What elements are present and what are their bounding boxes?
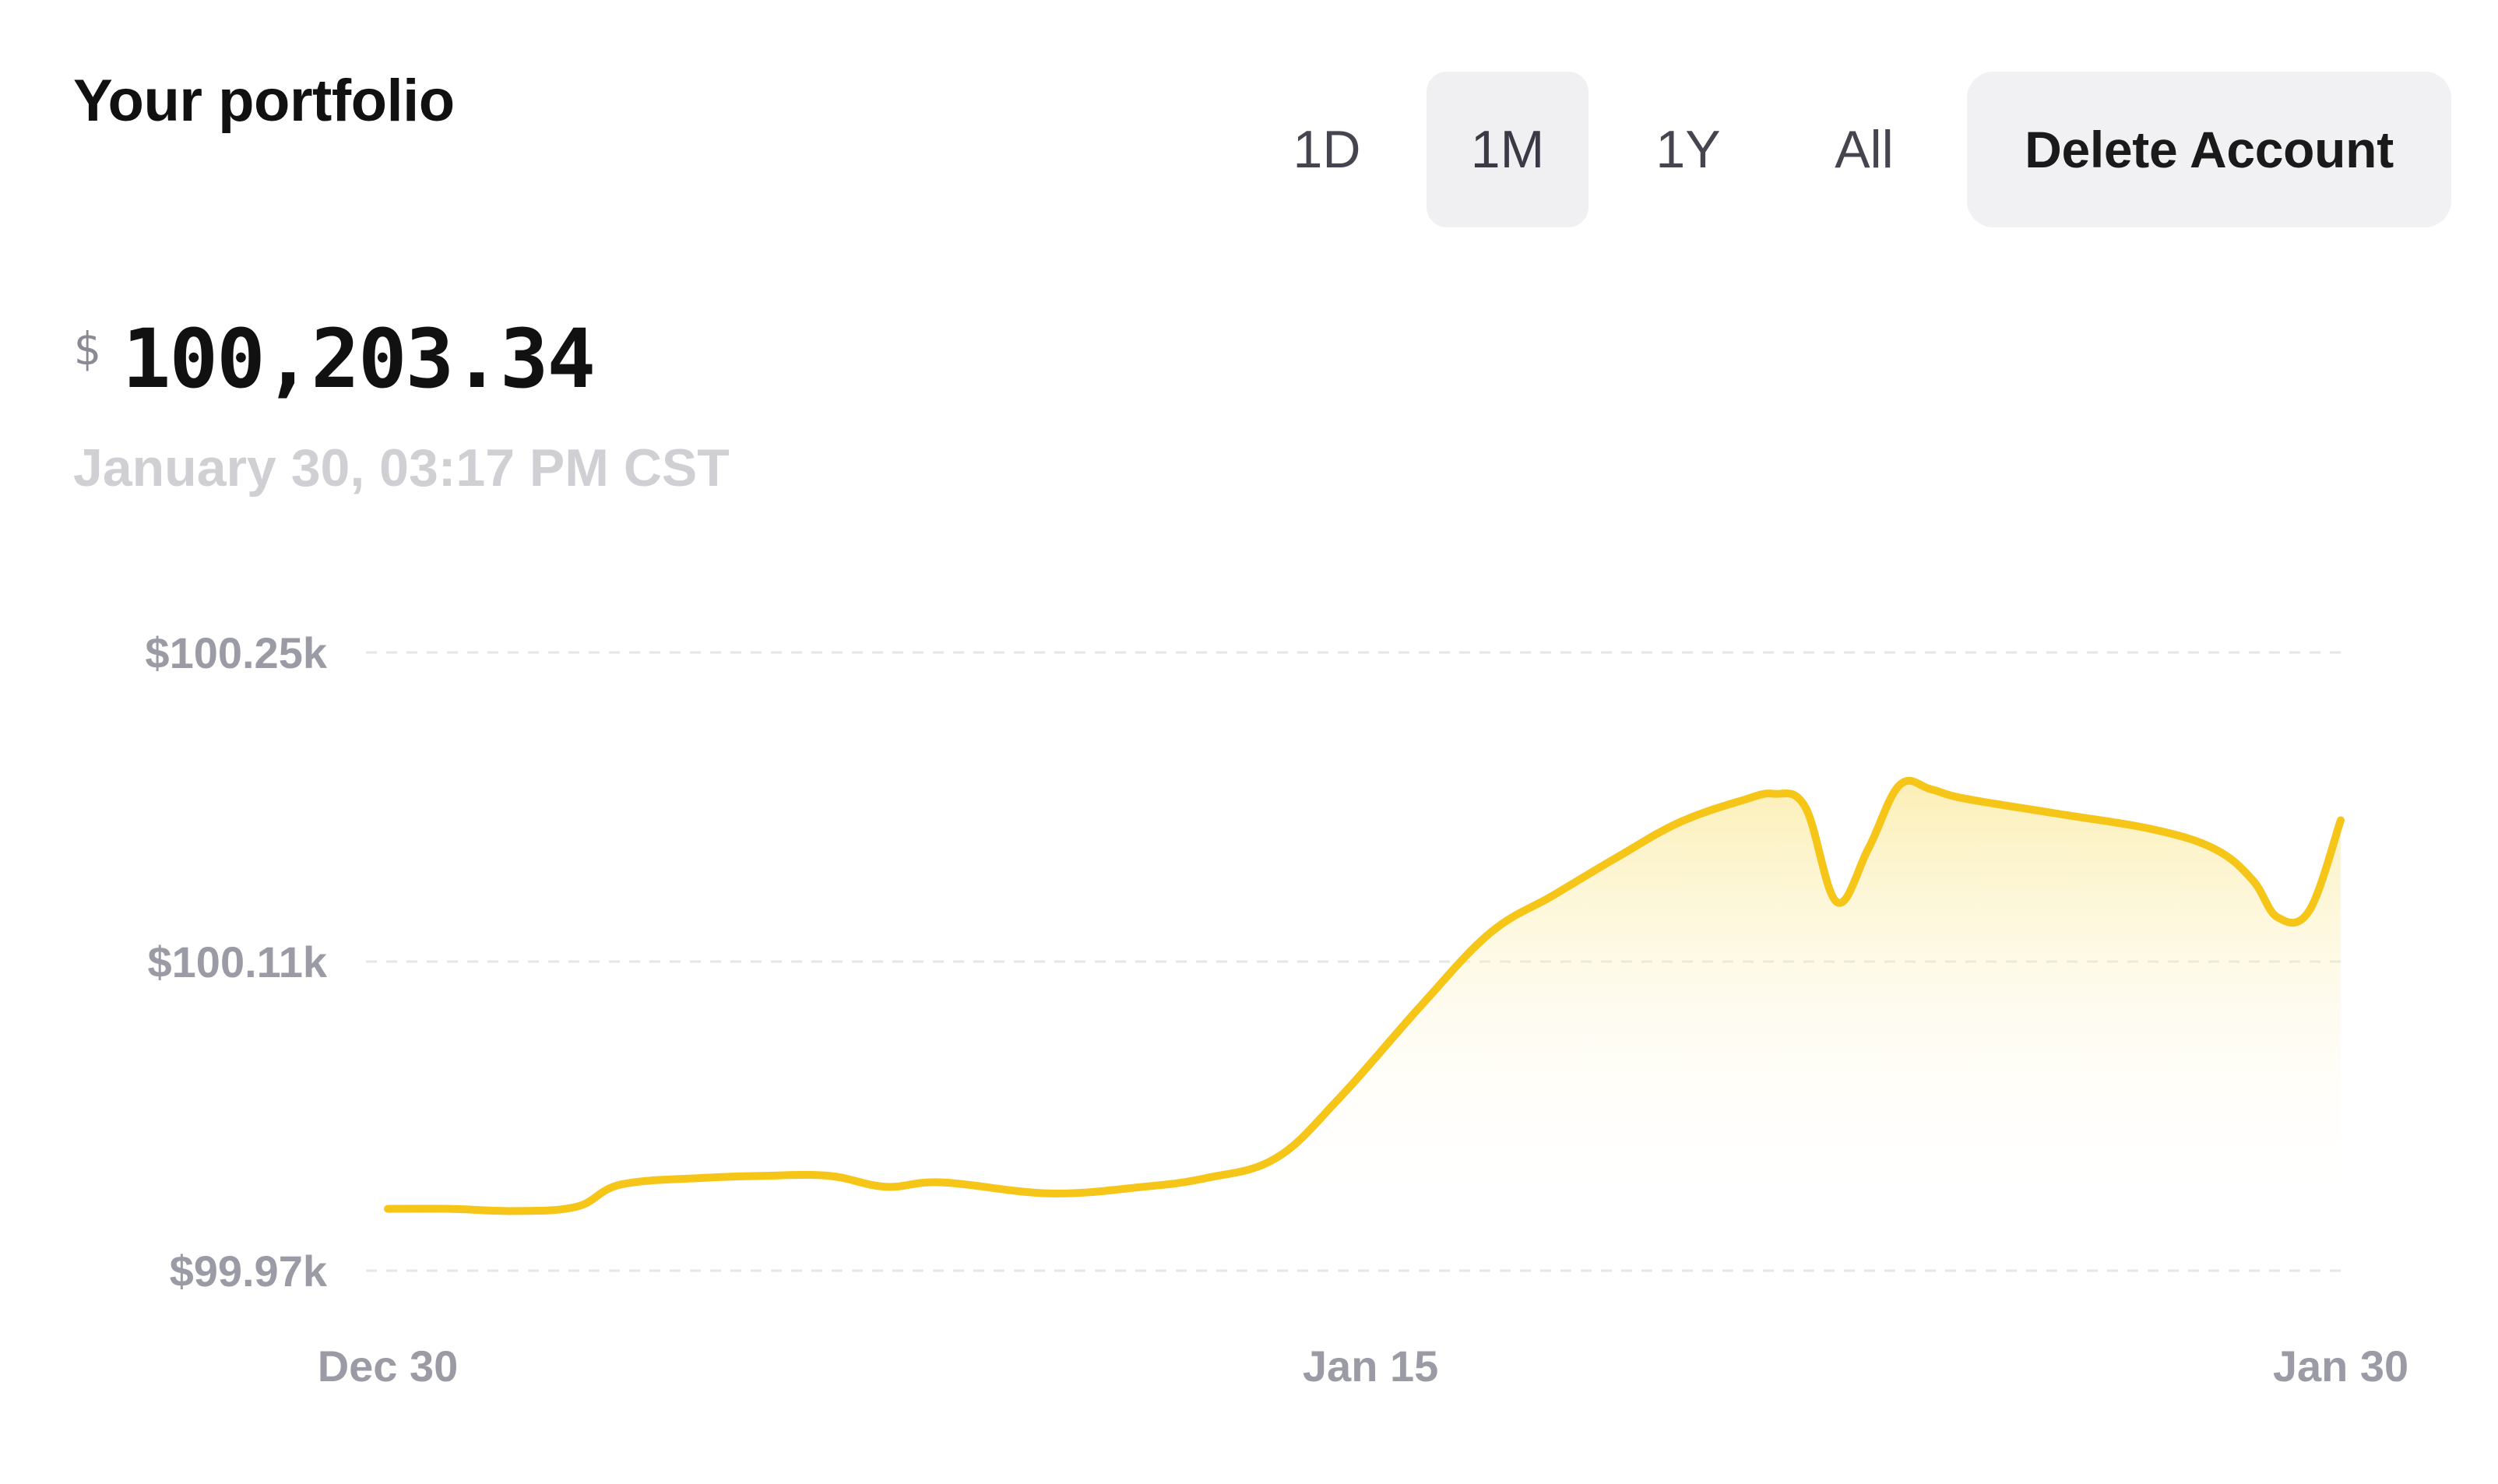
x-tick-label: Jan 15 [1303, 1342, 1438, 1391]
chart-data-point [1865, 846, 1871, 852]
chart-series-line [384, 776, 2345, 1215]
chart-data-point [511, 1208, 517, 1214]
chart-data-point [762, 1173, 769, 1179]
chart-data-point [1046, 1190, 1052, 1197]
chart-data-point [617, 1181, 624, 1187]
chart-data-point [2148, 826, 2155, 832]
chart-data-point [1550, 892, 1557, 898]
chart-data-point [1418, 1003, 1424, 1009]
tab-1y-label: 1Y [1655, 120, 1721, 179]
x-tick-label: Jan 30 [2273, 1342, 2408, 1391]
chart-data-point [2250, 877, 2256, 883]
chart-data-point [700, 1175, 706, 1181]
chart-data-point [2275, 914, 2281, 920]
y-tick-label: $100.25k [145, 628, 327, 677]
chart-data-point [1739, 797, 1745, 804]
tab-all[interactable]: All [1783, 72, 1945, 227]
tab-1d[interactable]: 1D [1246, 72, 1408, 227]
chart-data-point [1204, 1175, 1210, 1181]
chart-data-point [1487, 930, 1494, 936]
chart-data-point [2306, 908, 2313, 914]
chart-data-point [1928, 786, 1934, 793]
tab-all-label: All [1835, 120, 1894, 179]
balance-amount: 100,203.34 [121, 311, 596, 406]
page-title: Your portfolio [73, 68, 455, 134]
chart-data-point [1960, 795, 1966, 801]
x-tick-label: Dec 30 [318, 1342, 459, 1391]
chart-data-point [1613, 855, 1620, 861]
tab-1m-label: 1M [1470, 120, 1545, 179]
y-tick-label: $99.97k [170, 1247, 328, 1296]
chart-data-point [385, 1206, 391, 1212]
chart-data-point [1771, 790, 1777, 797]
chart-data-point [825, 1173, 832, 1179]
chart-data-point [2211, 846, 2218, 852]
chart-data-point [574, 1204, 580, 1210]
chart-data-point [1676, 819, 1683, 825]
chart-area-fill [388, 780, 2341, 1211]
chart-data-point [882, 1183, 888, 1190]
chart-data-point [448, 1206, 454, 1212]
tab-1d-label: 1D [1293, 120, 1361, 179]
y-tick-label: $100.11k [148, 937, 328, 986]
delete-account-button[interactable]: Delete Account [1967, 72, 2451, 227]
chart-data-point [1141, 1183, 1147, 1190]
tab-1m[interactable]: 1M [1427, 72, 1589, 227]
portfolio-balance: $ 100,203.34 [73, 311, 596, 406]
chart-data-point [1802, 804, 1808, 811]
currency-symbol: $ [73, 322, 100, 375]
chart-data-point [2338, 818, 2344, 824]
chart-data-point [2054, 811, 2060, 817]
tab-1y[interactable]: 1Y [1607, 72, 1769, 227]
chart-data-point [939, 1180, 945, 1186]
chart-data-point [1273, 1155, 1279, 1161]
chart-data-point [1336, 1095, 1342, 1102]
chart-data-point [1897, 782, 1903, 788]
chart-data-point [1834, 898, 1840, 905]
balance-timestamp: January 30, 03:17 PM CST [73, 438, 730, 498]
